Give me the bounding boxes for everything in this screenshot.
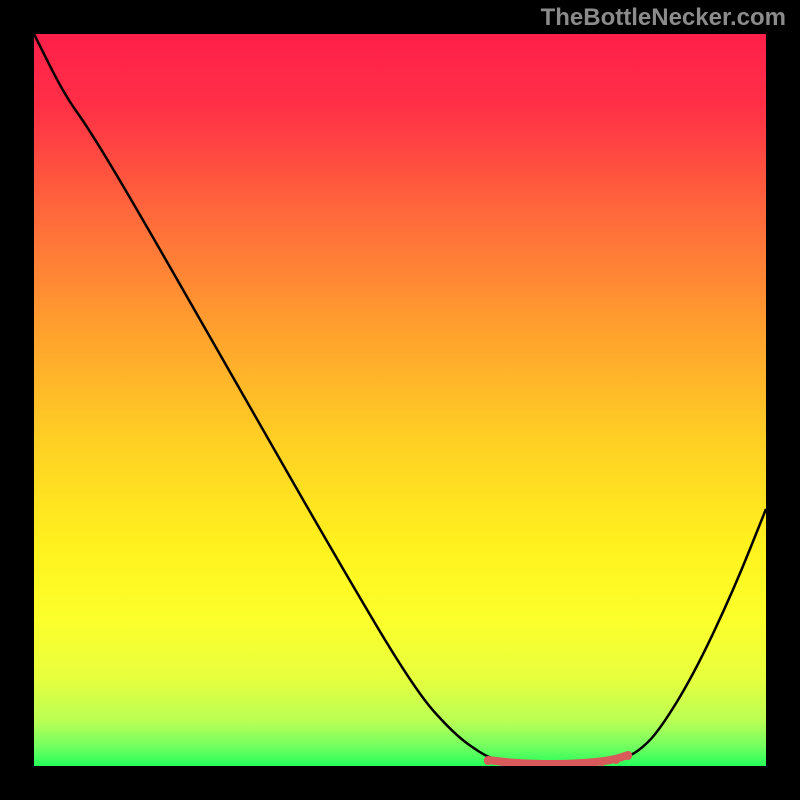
watermark-text: TheBottleNecker.com — [541, 4, 786, 32]
chart-container: TheBottleNecker.com — [0, 0, 800, 800]
plot-area — [34, 34, 766, 766]
gradient-background — [34, 34, 766, 766]
